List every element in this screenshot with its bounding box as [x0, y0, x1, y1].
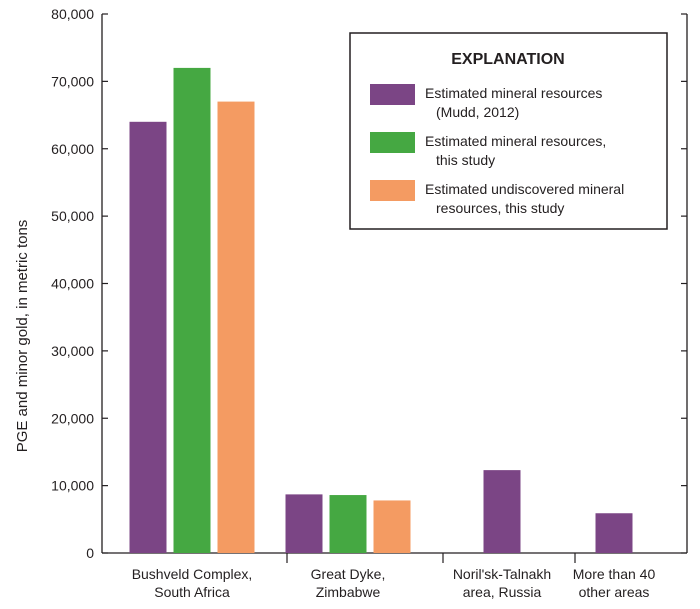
- legend-label: Estimated mineral resources (Mudd, 2012): [425, 85, 602, 120]
- bar: [595, 513, 633, 553]
- y-tick-label: 10,000: [51, 478, 94, 494]
- y-tick-label: 0: [86, 545, 94, 561]
- y-tick-label: 40,000: [51, 276, 94, 292]
- legend-label: Estimated undiscovered mineral resources,…: [425, 181, 624, 216]
- legend-label: Estimated mineral resources, this study: [425, 133, 606, 168]
- y-tick-label: 70,000: [51, 73, 94, 89]
- y-tick-label: 30,000: [51, 343, 94, 359]
- bar: [217, 101, 255, 554]
- bar: [173, 67, 211, 554]
- bar: [373, 500, 411, 553]
- bar: [329, 495, 367, 553]
- x-category-label: Bushveld Complex, South Africa: [132, 566, 253, 600]
- bar: [129, 121, 167, 554]
- y-tick-label: 50,000: [51, 208, 94, 224]
- legend-items: Estimated mineral resources (Mudd, 2012) E…: [370, 84, 624, 216]
- bars: [129, 67, 633, 554]
- x-category-label: More than 40 other areas: [573, 566, 656, 600]
- bar: [285, 494, 323, 553]
- y-tick-label: 80,000: [51, 6, 94, 22]
- x-category-label: Noril'sk-Talnakh area, Russia: [453, 566, 551, 600]
- y-tick-labels: 0 10,000 20,000 30,000 40,000 50,000 60,000 70,…: [51, 6, 94, 561]
- y-axis-title: PGE and minor gold, in metric tons: [14, 220, 31, 453]
- legend-title: EXPLANATION: [451, 51, 564, 68]
- x-category-label: Great Dyke, Zimbabwe: [311, 566, 386, 600]
- y-tick-label: 20,000: [51, 410, 94, 426]
- legend-swatch: [370, 132, 415, 153]
- legend-swatch: [370, 84, 415, 105]
- legend-swatch: [370, 180, 415, 201]
- x-category-labels: Bushveld Complex, South Africa Great Dyke,…: [132, 566, 656, 600]
- y-tick-label: 60,000: [51, 141, 94, 157]
- legend: EXPLANATION Estimated mineral resources(…: [349, 32, 668, 230]
- bar: [483, 470, 521, 553]
